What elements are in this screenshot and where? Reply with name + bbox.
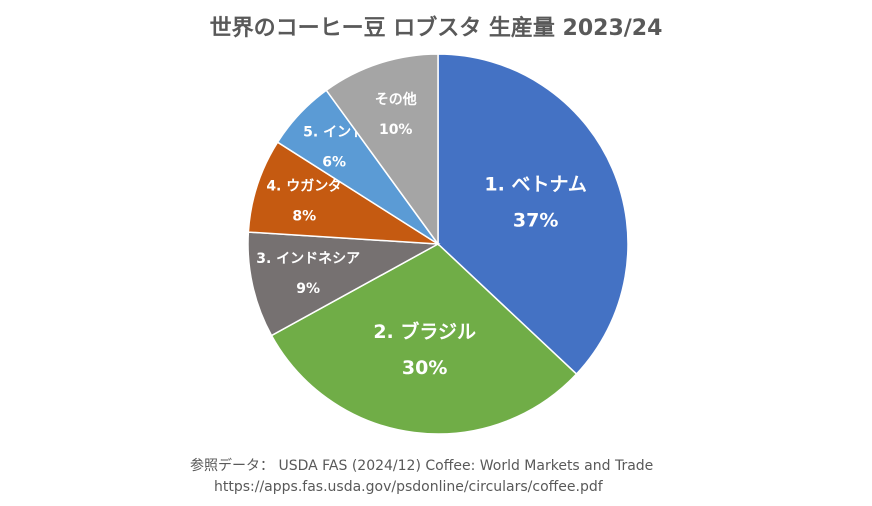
slice-percent-brazil: 30% — [402, 357, 447, 379]
pie-slice-indonesia — [247, 231, 441, 337]
slice-percent-other: 10% — [379, 122, 413, 138]
slice-label-vietnam: 1. ベトナム — [484, 173, 586, 195]
slice-label-other: その他 — [375, 91, 417, 108]
source-url: https://apps.fas.usda.gov/psdonline/circ… — [214, 479, 603, 495]
slice-label-india: 5. インド — [303, 124, 365, 140]
slice-label-indonesia: 3. インドネシア — [256, 251, 360, 267]
slice-percent-indonesia: 9% — [296, 281, 320, 297]
pie-slice-other — [325, 53, 439, 247]
slice-percent-uganda: 8% — [292, 208, 316, 224]
pie-slice-brazil — [270, 243, 578, 435]
chart-title: 世界のコーヒー豆 ロブスタ 生産量 2023/24 — [209, 16, 663, 41]
pie-slice-uganda — [247, 141, 439, 245]
source-note: 参照データ： USDA FAS (2024/12) Coffee: World … — [190, 458, 654, 474]
slice-label-uganda: 4. ウガンダ — [266, 177, 342, 194]
slice-percent-india: 6% — [322, 154, 346, 170]
pie-slice-vietnam — [437, 53, 629, 376]
slice-label-brazil: 2. ブラジル — [373, 320, 476, 343]
slice-percent-vietnam: 37% — [513, 209, 558, 231]
